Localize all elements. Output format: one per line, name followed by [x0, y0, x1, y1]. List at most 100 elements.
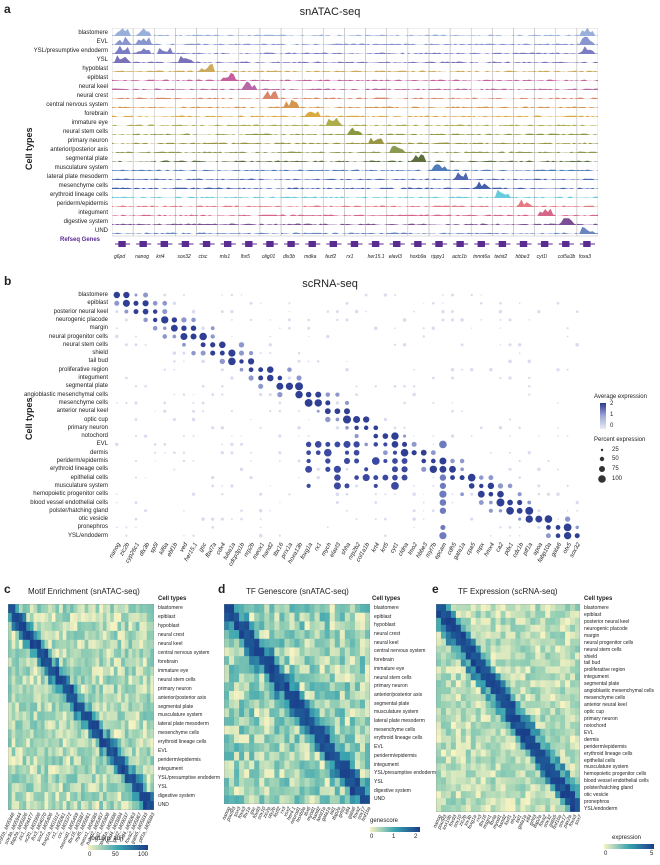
motif-heatmap-cell [40, 711, 45, 721]
genescore-heatmap-cell [334, 769, 341, 779]
panel-a-gene-label: fezf2 [325, 254, 337, 260]
expression-dot [210, 334, 215, 339]
expression-dot [480, 319, 483, 321]
tf-expression-heatmap-cell [475, 714, 481, 723]
genescore-heatmap-cell [344, 725, 351, 735]
coverage-peak [344, 205, 366, 207]
tf-expression-heatmap-cell [500, 749, 506, 757]
expression-dot [430, 450, 436, 456]
coverage-peak [365, 70, 387, 72]
tf-expression-heatmap-cell [530, 708, 536, 716]
genescore-heatmap-cell [334, 699, 341, 709]
motif-heatmap-cell [40, 756, 45, 766]
tf-expression-heatmap-cell [545, 784, 551, 792]
motif-heatmap-cell [37, 657, 42, 667]
genescore-heatmap-cell [294, 699, 300, 709]
coverage-peak [217, 97, 239, 99]
coverage-peak [386, 169, 408, 171]
expression-dot [124, 309, 129, 314]
motif-heatmap-cell [91, 639, 96, 650]
motif-heatmap-cell [132, 639, 137, 650]
expression-dot [125, 534, 128, 537]
tf-expression-heatmap-cell [445, 791, 452, 799]
motif-heatmap-cell [26, 801, 31, 810]
motif-heatmap-cell [128, 648, 133, 659]
motif-heatmap-cell [40, 639, 45, 650]
panel-a-row-label: mesenchyme cells [58, 183, 108, 189]
motif-heatmap-cell [70, 738, 74, 748]
genescore-heatmap-cell [299, 717, 305, 727]
tf-expression-heatmap-cell [555, 784, 561, 792]
tf-expression-heatmap-cell [455, 687, 462, 695]
tf-expression-heatmap-cell [475, 687, 481, 695]
genescore-heatmap-cell [234, 604, 240, 613]
motif-heatmap-cell [51, 621, 56, 632]
motif-heatmap-cell [135, 738, 140, 748]
motif-heatmap-cell [113, 702, 118, 712]
track-column [217, 28, 240, 237]
motif-heatmap-cell [29, 604, 34, 614]
tf-expression-heatmap-cell [520, 763, 526, 771]
expression-dot [173, 360, 176, 363]
expression-dot [259, 393, 263, 397]
genescore-heatmap-cell [354, 717, 361, 727]
tf-expression-heatmap-cell [445, 680, 452, 688]
motif-heatmap-cell [15, 612, 20, 623]
expression-dot [402, 434, 407, 438]
tf-expression-heatmap-cell [440, 701, 447, 709]
panel-a-row-label: blastomere [78, 30, 108, 36]
tf-expression-heatmap-cell [575, 798, 580, 806]
expression-dot [221, 485, 224, 487]
expression-dot [488, 508, 493, 513]
motif-heatmap-cell [102, 675, 107, 685]
coverage-peak [450, 124, 472, 126]
track-column [555, 28, 578, 237]
motif-heatmap-cell [113, 648, 118, 659]
genescore-heatmap-cell [344, 630, 351, 640]
motif-heatmap-cell [117, 612, 122, 623]
panel-c-letter: c [4, 582, 11, 596]
genescore-heatmap-cell [314, 690, 320, 700]
motif-heatmap-cell [29, 783, 34, 793]
genescore-heatmap-cell [239, 725, 245, 735]
panel-e-legend-title: expression [612, 835, 642, 841]
tf-expression-heatmap-cell [560, 680, 566, 688]
tf-expression-heatmap-cell [555, 610, 561, 619]
expression-dot [343, 440, 351, 448]
genescore-heatmap-cell [349, 638, 356, 648]
motif-heatmap-cell [66, 657, 71, 667]
coverage-peak [471, 79, 493, 81]
motif-heatmap-cell [124, 738, 129, 748]
tf-expression-heatmap-cell [575, 791, 580, 799]
motif-heatmap-cell [70, 612, 74, 623]
genescore-heatmap-cell [279, 743, 285, 753]
coverage-peak [238, 98, 260, 99]
expression-dot [508, 343, 512, 347]
motif-heatmap-cell [106, 774, 111, 784]
expression-dot [201, 384, 205, 388]
coverage-peak [154, 178, 176, 180]
motif-heatmap-cell [132, 657, 137, 667]
expression-dot [278, 409, 282, 413]
genescore-heatmap-cell [259, 786, 265, 796]
genescore-heatmap-cell [269, 682, 275, 692]
genescore-heatmap-cell [279, 769, 285, 779]
motif-heatmap-cell [37, 738, 42, 748]
expression-dot [134, 293, 138, 297]
expression-dot [422, 327, 425, 330]
tf-expression-heatmap-cell [510, 666, 516, 674]
motif-heatmap-cell [117, 648, 122, 659]
genescore-heatmap-cell [259, 612, 265, 622]
motif-heatmap-cell [44, 648, 49, 659]
gene-model-exon [266, 241, 274, 247]
motif-heatmap-cell [88, 738, 93, 748]
motif-heatmap-cell [44, 765, 49, 775]
motif-heatmap-cell [132, 648, 137, 659]
expression-dot [345, 426, 349, 430]
expression-dot [393, 384, 397, 388]
tf-expression-heatmap-cell [515, 638, 521, 646]
motif-heatmap-cell [81, 693, 85, 703]
genescore-heatmap-cell [239, 699, 245, 709]
tf-expression-heatmap-cell [545, 714, 551, 723]
motif-heatmap-cell [59, 648, 64, 659]
